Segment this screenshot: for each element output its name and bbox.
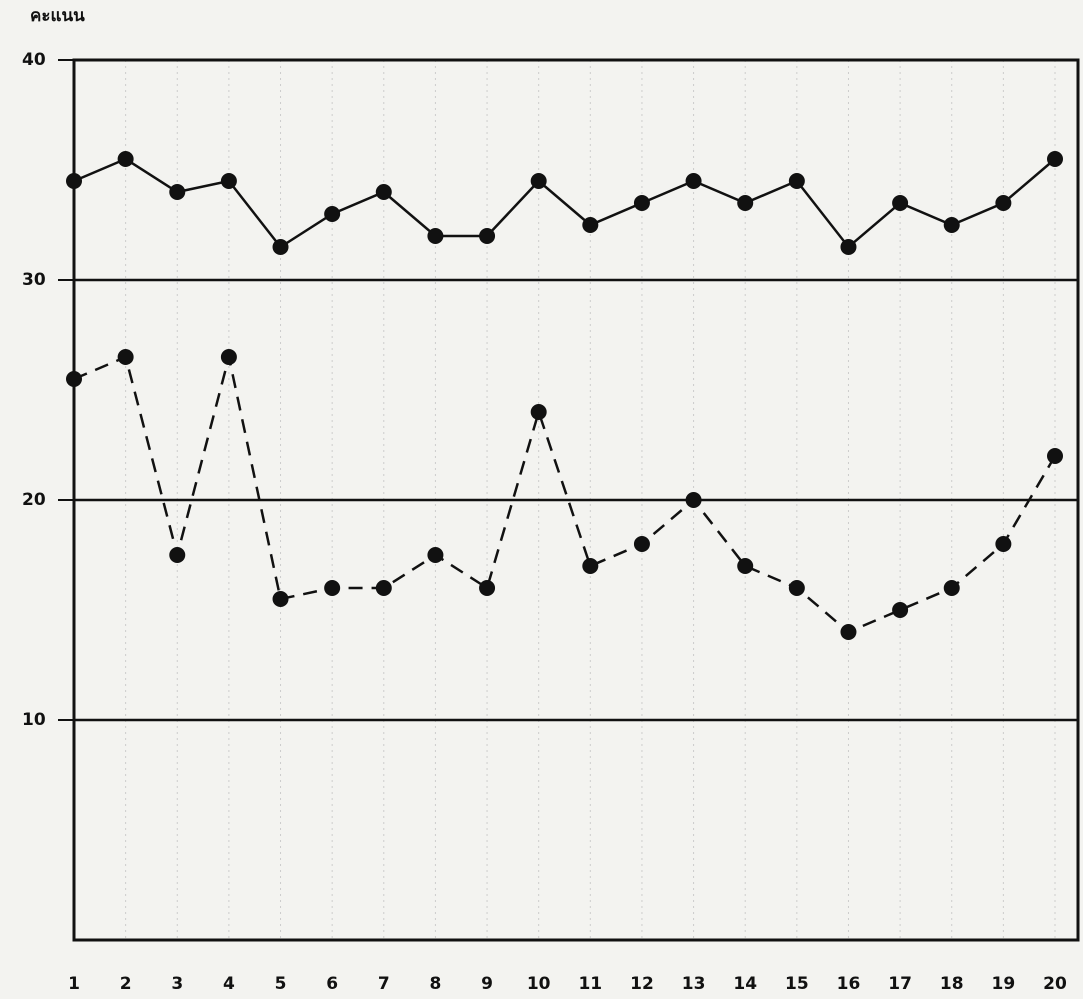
x-tick-label: 16	[837, 974, 861, 994]
data-point	[737, 558, 754, 574]
x-tick-label: 14	[733, 974, 757, 994]
data-point	[582, 558, 599, 574]
data-point	[633, 536, 650, 552]
data-point	[169, 547, 186, 563]
y-tick-label: 30	[22, 270, 46, 290]
x-tick-label: 13	[682, 974, 706, 994]
x-tick-label: 2	[120, 974, 132, 994]
data-point	[427, 547, 444, 563]
data-point	[66, 371, 82, 387]
data-point	[169, 184, 186, 200]
data-point	[220, 173, 237, 189]
data-point	[892, 602, 909, 618]
data-point	[530, 173, 547, 189]
data-point	[479, 580, 496, 596]
x-tick-label: 4	[223, 974, 235, 994]
y-tick-label: 40	[22, 50, 46, 70]
data-point	[66, 173, 82, 189]
x-tick-label: 19	[992, 974, 1016, 994]
x-tick-label: 12	[630, 974, 654, 994]
y-axis-label: คะแนน	[30, 6, 85, 26]
data-point	[530, 404, 547, 420]
data-point	[995, 195, 1012, 211]
data-point	[943, 580, 960, 596]
data-point	[840, 624, 857, 640]
x-tick-label: 6	[326, 974, 338, 994]
x-tick-label: 8	[429, 974, 441, 994]
y-tick-label: 10	[22, 710, 46, 730]
data-point	[1047, 151, 1063, 167]
data-point	[582, 217, 599, 233]
data-point	[788, 173, 805, 189]
data-point	[117, 349, 134, 365]
x-tick-label: 20	[1043, 974, 1067, 994]
plot-frame	[72, 58, 1080, 942]
series-line	[73, 355, 1057, 634]
x-tick-label: 15	[785, 974, 809, 994]
y-tick-label: 20	[22, 490, 46, 510]
x-tick-label: 7	[378, 974, 390, 994]
x-tick-label: 10	[527, 974, 551, 994]
data-point	[272, 591, 289, 607]
x-tick-label: 9	[481, 974, 493, 994]
data-point	[272, 239, 289, 255]
x-tick-label: 1	[68, 974, 80, 994]
data-point	[1047, 448, 1063, 464]
data-point	[685, 492, 702, 508]
x-tick-label: 5	[275, 974, 287, 994]
data-point	[117, 151, 134, 167]
data-point	[375, 184, 392, 200]
data-point	[737, 195, 754, 211]
data-point	[427, 228, 444, 244]
data-point	[788, 580, 805, 596]
x-tick-label: 18	[940, 974, 964, 994]
data-point	[633, 195, 650, 211]
data-point	[479, 228, 496, 244]
data-point	[995, 536, 1012, 552]
data-point	[220, 349, 237, 365]
x-tick-label: 17	[888, 974, 912, 994]
x-tick-label: 3	[171, 974, 183, 994]
data-point	[324, 206, 341, 222]
x-tick-label: 11	[578, 974, 602, 994]
data-point	[324, 580, 341, 596]
data-point	[840, 239, 857, 255]
data-point	[375, 580, 392, 596]
data-point	[943, 217, 960, 233]
data-point	[892, 195, 909, 211]
series-line	[73, 157, 1056, 249]
data-point	[685, 173, 702, 189]
